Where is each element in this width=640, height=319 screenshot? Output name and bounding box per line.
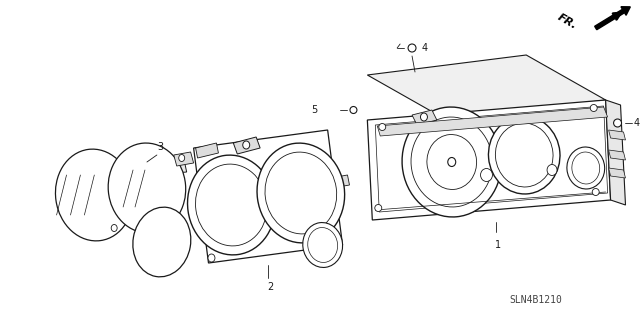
Ellipse shape (335, 177, 342, 184)
Ellipse shape (179, 154, 185, 161)
Polygon shape (234, 137, 260, 154)
Ellipse shape (375, 204, 381, 211)
Ellipse shape (547, 165, 557, 175)
Ellipse shape (133, 207, 191, 277)
Polygon shape (196, 143, 218, 158)
Ellipse shape (208, 254, 215, 262)
Polygon shape (378, 107, 607, 136)
Ellipse shape (408, 44, 416, 52)
Ellipse shape (488, 116, 560, 194)
Ellipse shape (303, 223, 342, 267)
Text: 1: 1 (495, 240, 502, 250)
Polygon shape (367, 55, 605, 120)
Polygon shape (108, 158, 187, 179)
Ellipse shape (111, 225, 117, 232)
Ellipse shape (481, 168, 492, 182)
Ellipse shape (379, 123, 386, 130)
Polygon shape (609, 168, 625, 178)
Ellipse shape (592, 189, 599, 196)
Ellipse shape (169, 255, 175, 262)
Text: FR.: FR. (556, 12, 579, 32)
Ellipse shape (188, 155, 275, 255)
Ellipse shape (108, 143, 186, 233)
Ellipse shape (350, 107, 357, 114)
Polygon shape (609, 150, 625, 160)
Text: 4: 4 (422, 43, 428, 53)
Ellipse shape (326, 244, 333, 251)
Ellipse shape (243, 141, 250, 149)
Text: SLN4B1210: SLN4B1210 (509, 295, 563, 305)
Polygon shape (605, 100, 625, 205)
Polygon shape (609, 130, 625, 140)
Ellipse shape (257, 143, 345, 243)
Ellipse shape (402, 107, 501, 217)
Ellipse shape (420, 113, 428, 121)
Polygon shape (194, 130, 342, 263)
Polygon shape (412, 110, 437, 125)
Polygon shape (367, 100, 611, 220)
Polygon shape (173, 152, 194, 166)
FancyArrow shape (595, 7, 630, 30)
Ellipse shape (56, 149, 133, 241)
Text: 3: 3 (157, 142, 163, 152)
Ellipse shape (590, 105, 597, 112)
Text: 2: 2 (267, 282, 273, 292)
Text: 4: 4 (634, 118, 639, 128)
Text: 5: 5 (312, 105, 317, 115)
Ellipse shape (614, 119, 621, 127)
Polygon shape (331, 175, 349, 188)
Ellipse shape (448, 158, 456, 167)
Ellipse shape (567, 147, 605, 189)
